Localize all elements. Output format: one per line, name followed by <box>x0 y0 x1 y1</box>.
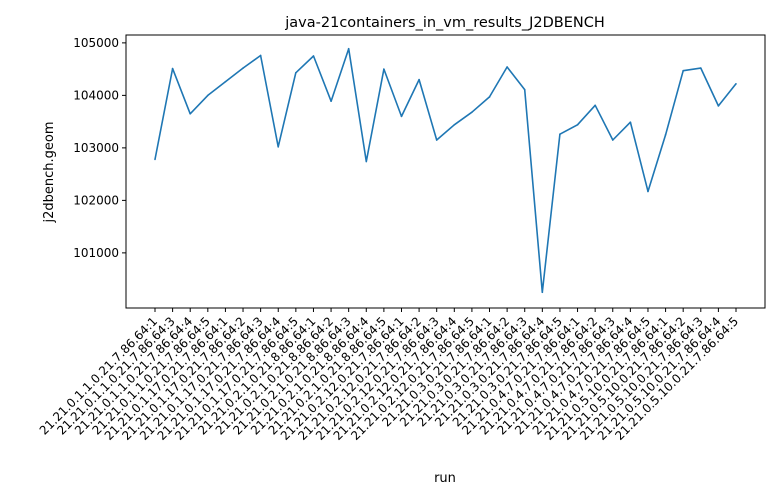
data-point <box>488 96 491 98</box>
data-point <box>559 133 561 136</box>
data-point <box>189 112 192 115</box>
data-point <box>400 115 403 118</box>
y-axis-label: j2dbench.geom <box>42 121 57 223</box>
data-point <box>664 133 667 136</box>
data-point <box>277 146 280 148</box>
plot-frame <box>125 34 766 309</box>
data-point <box>541 291 544 294</box>
chart-marks: 10100010200010300010400010500021.21.0.1.… <box>37 36 741 443</box>
data-point <box>435 139 438 141</box>
y-tick-label: 105000 <box>73 36 119 50</box>
x-axis-label: run <box>434 471 456 486</box>
y-tick-label: 102000 <box>73 193 119 207</box>
data-point <box>576 123 579 126</box>
data-point <box>717 105 720 107</box>
data-point <box>171 67 174 70</box>
data-point <box>699 67 702 69</box>
chart-title: java-21containers_in_vm_results_J2DBENCH <box>284 15 604 31</box>
data-point <box>506 66 508 68</box>
data-point <box>207 94 209 97</box>
y-tick-label: 103000 <box>73 141 119 155</box>
data-point <box>295 72 297 74</box>
data-point <box>347 47 350 50</box>
data-point <box>647 190 649 193</box>
series-line <box>154 47 737 294</box>
data-point <box>154 158 156 161</box>
data-point <box>242 67 244 69</box>
y-tick-label: 104000 <box>73 88 119 102</box>
data-point <box>611 139 614 141</box>
data-point <box>594 104 596 107</box>
data-point <box>330 100 332 102</box>
data-point <box>312 55 315 57</box>
data-point <box>418 78 420 81</box>
y-tick-label: 101000 <box>73 246 119 260</box>
data-point <box>682 69 684 72</box>
data-point <box>383 68 385 70</box>
data-point <box>453 123 456 126</box>
data-point <box>735 83 737 85</box>
data-point <box>259 54 262 57</box>
data-point <box>224 80 227 83</box>
data-point <box>365 160 368 163</box>
data-point <box>471 111 473 113</box>
data-point <box>523 88 526 91</box>
data-point <box>629 121 632 123</box>
